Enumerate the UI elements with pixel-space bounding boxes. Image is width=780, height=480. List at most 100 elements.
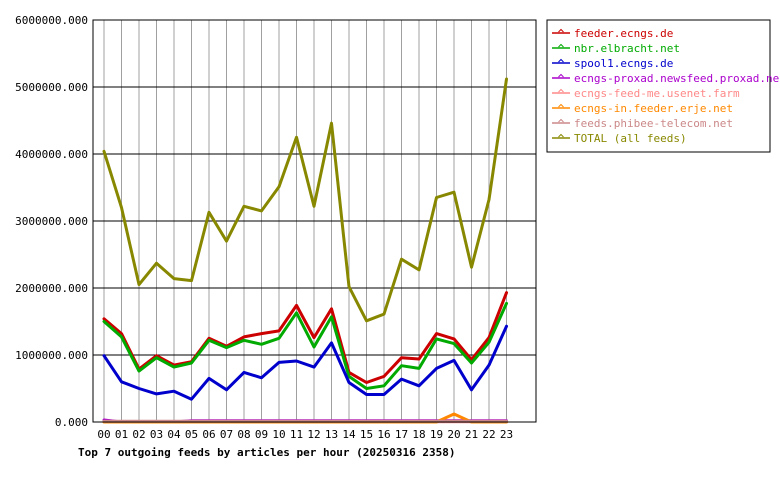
data-point (453, 191, 455, 194)
data-point (348, 381, 350, 384)
x-tick-label: 05 (185, 428, 198, 441)
legend-marker (558, 103, 564, 108)
y-tick-label: 5000000.000 (15, 81, 88, 94)
x-tick-label: 16 (377, 428, 390, 441)
data-point (383, 313, 385, 316)
data-point (278, 337, 280, 340)
data-point (103, 354, 105, 357)
data-point (505, 291, 508, 294)
legend-label: ecngs-proxad.newsfeed.proxad.net (574, 72, 780, 85)
data-point (243, 371, 245, 374)
data-point (295, 360, 298, 363)
data-point (260, 343, 263, 346)
data-point (330, 315, 333, 318)
legend-marker (558, 118, 564, 123)
data-point (260, 209, 263, 212)
data-point (488, 364, 490, 367)
data-point (173, 366, 175, 369)
data-point (348, 375, 350, 378)
y-tick-label: 4000000.000 (15, 148, 88, 161)
x-tick-label: 20 (447, 428, 460, 441)
x-tick-label: 18 (412, 428, 425, 441)
data-point (243, 339, 245, 342)
data-point (435, 367, 438, 370)
legend-label: TOTAL (all feeds) (574, 132, 687, 145)
data-point (418, 367, 420, 370)
data-point (103, 320, 105, 323)
data-point (383, 384, 385, 387)
data-point (435, 337, 438, 340)
data-point (453, 342, 455, 345)
data-point (453, 412, 455, 415)
data-point (243, 205, 245, 208)
legend-box (546, 19, 771, 153)
legend: feeder.ecngs.de nbr.elbracht.net spool1.ec… (546, 19, 780, 153)
series-line-0 (102, 291, 508, 384)
data-point (505, 302, 508, 305)
data-point (435, 196, 438, 199)
data-point (470, 388, 473, 391)
data-point (173, 390, 175, 393)
data-point (225, 388, 228, 391)
data-point (103, 150, 105, 153)
legend-marker (558, 58, 564, 63)
data-point (488, 198, 490, 201)
data-point (383, 393, 385, 396)
legend-label: feeds.phibee-telecom.net (574, 117, 733, 130)
chart-title: Top 7 outgoing feeds by articles per hou… (78, 446, 456, 459)
data-point (138, 283, 140, 286)
data-point (365, 387, 368, 390)
x-tick-label: 19 (430, 428, 443, 441)
data-point (313, 205, 315, 208)
data-point (138, 387, 140, 390)
data-point (120, 332, 123, 335)
data-point (155, 392, 158, 395)
data-point (155, 354, 158, 357)
data-point (295, 136, 298, 139)
series-line-1 (102, 301, 508, 390)
data-point (225, 240, 228, 243)
y-tick-label: 3000000.000 (15, 215, 88, 228)
legend-marker (558, 43, 564, 48)
data-point (365, 381, 368, 384)
data-point (278, 329, 280, 332)
data-point (365, 393, 368, 396)
data-point (208, 337, 210, 340)
data-point (453, 337, 455, 340)
x-tick-label: 22 (482, 428, 495, 441)
x-tick-label: 11 (290, 428, 303, 441)
x-tick-label: 09 (255, 428, 268, 441)
data-point (505, 325, 508, 328)
data-point (365, 319, 368, 322)
data-point (103, 317, 105, 320)
data-point (295, 304, 298, 307)
x-tick-label: 13 (325, 428, 338, 441)
x-tick-label: 21 (465, 428, 478, 441)
data-point (278, 361, 280, 364)
y-tick-label: 2000000.000 (15, 282, 88, 295)
x-tick-label: 23 (500, 428, 513, 441)
legend-label: ecngs-feed-me.usenet.farm (574, 87, 740, 100)
data-point (155, 356, 158, 359)
x-tick-label: 14 (342, 428, 356, 441)
legend-marker (558, 73, 564, 78)
data-point (173, 277, 175, 280)
data-point (120, 335, 123, 338)
data-point (120, 380, 123, 383)
data-point (505, 77, 508, 80)
data-point (330, 307, 333, 310)
data-point (190, 398, 193, 401)
legend-marker (558, 133, 564, 138)
data-point (155, 262, 158, 265)
data-point (243, 335, 245, 338)
data-point (295, 311, 298, 314)
data-point (260, 332, 263, 335)
series-line-7 (102, 77, 508, 323)
data-point (260, 376, 263, 379)
x-tick-label: 12 (307, 428, 320, 441)
data-point (418, 384, 420, 387)
legend-label: nbr.elbracht.net (574, 42, 680, 55)
legend-label: feeder.ecngs.de (574, 27, 673, 40)
data-point (330, 122, 333, 125)
